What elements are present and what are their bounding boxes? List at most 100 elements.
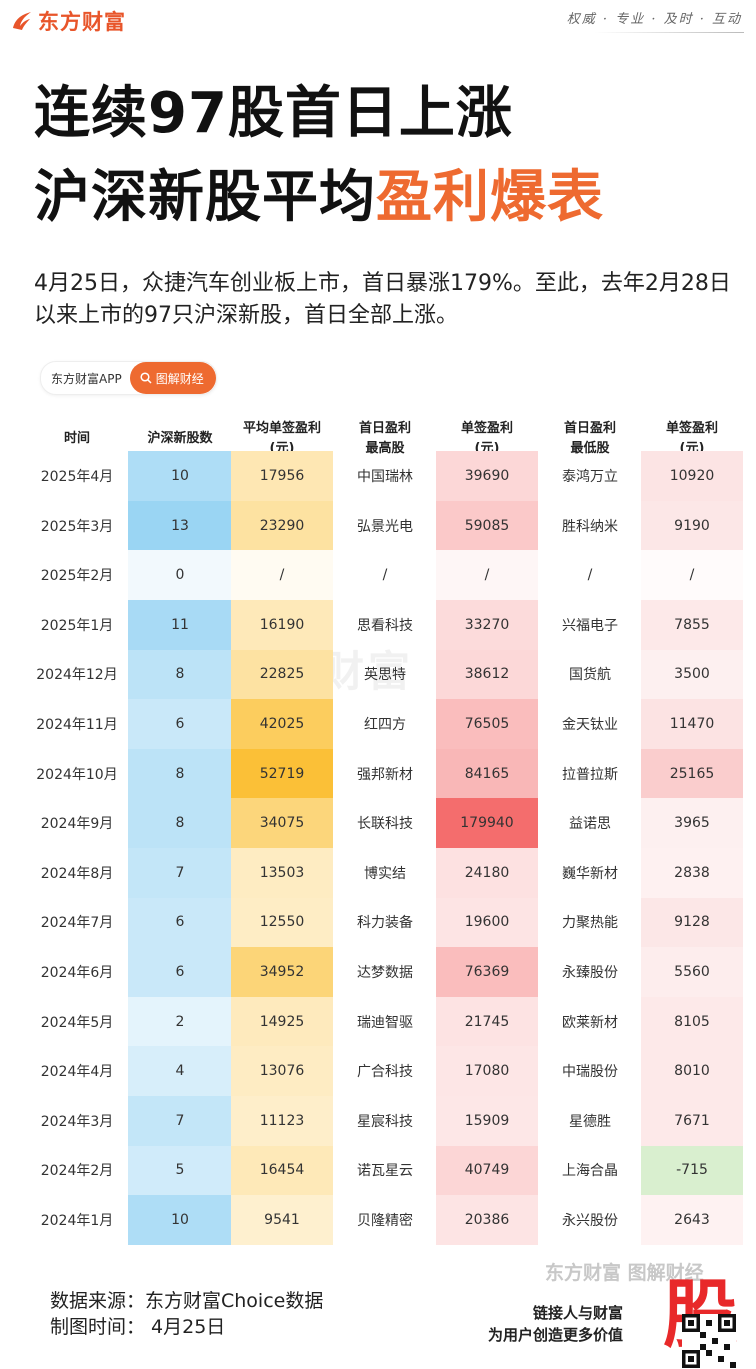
table-cell: 2024年9月 — [40, 816, 114, 833]
table-cell-bg — [641, 848, 743, 899]
table-cell: 8010 — [674, 1063, 710, 1080]
table-cell: 国货航 — [569, 667, 611, 684]
table-cell: 12550 — [259, 914, 305, 931]
table-cell: 13076 — [259, 1063, 305, 1080]
table-cell: 2024年10月 — [36, 766, 118, 783]
table-cell: 上海合晶 — [562, 1163, 618, 1180]
table-cell-bg — [436, 1046, 538, 1097]
table-cell-bg — [231, 748, 333, 799]
table-cell-bg — [641, 897, 743, 948]
table-cell: 19600 — [464, 914, 510, 931]
table-cell: 2024年12月 — [36, 667, 118, 684]
table-cell: 2024年8月 — [40, 865, 114, 882]
table-cell: 13503 — [259, 864, 305, 881]
table-cell: 11 — [171, 616, 189, 633]
table-cell: 2025年1月 — [40, 617, 114, 634]
slogan-divider — [594, 32, 744, 33]
table-cell-bg — [128, 649, 232, 700]
table-cell-bg — [436, 550, 538, 601]
table-cell: 5 — [175, 1162, 185, 1179]
table-cell-bg — [128, 699, 232, 750]
table-cell: 8 — [175, 815, 185, 832]
table-cell-bg — [128, 500, 232, 551]
table-cell-bg — [231, 1145, 333, 1196]
table-cell-bg — [436, 649, 538, 700]
table-cell: 3500 — [674, 666, 710, 683]
table-cell: 10 — [171, 1212, 189, 1228]
brand-logo[interactable]: 东方财富 — [10, 6, 126, 36]
table-cell-bg — [641, 600, 743, 651]
table-cell: 7671 — [674, 1112, 710, 1129]
table-cell: 中瑞股份 — [562, 1064, 618, 1081]
table-cell-bg — [436, 947, 538, 998]
table-cell-bg — [436, 996, 538, 1047]
table-cell-bg — [128, 550, 232, 601]
table-cell-bg — [128, 947, 232, 998]
table-cell: 6 — [175, 716, 185, 732]
table-cell-bg — [128, 748, 232, 799]
table-cell: 22825 — [259, 666, 305, 683]
data-source-block: 数据来源：东方财富Choice数据 制图时间： 4月25日 — [50, 1288, 323, 1340]
table-cell: 9128 — [674, 914, 710, 931]
table-cell: 3965 — [674, 815, 710, 832]
table-cell-bg — [436, 1096, 538, 1147]
table-cell-bg — [436, 500, 538, 551]
table-cell: 0 — [175, 567, 185, 584]
table-cell: 42025 — [259, 716, 305, 732]
table-cell-bg — [128, 848, 232, 899]
table-cell-bg — [641, 500, 743, 551]
table-cell: 16190 — [259, 616, 305, 633]
table-cell: / — [382, 567, 388, 584]
table-cell: 拉普拉斯 — [562, 766, 618, 783]
table-cell-bg — [641, 996, 743, 1047]
graphic-finance-button[interactable]: 图解财经 — [129, 362, 216, 394]
table-cell-bg — [436, 1145, 538, 1196]
table-cell: 7 — [175, 1112, 185, 1129]
table-cell: 8105 — [674, 1013, 710, 1030]
table-cell: 红四方 — [364, 717, 406, 733]
table-cell: 思看科技 — [357, 617, 413, 634]
table-cell: 59085 — [464, 517, 510, 534]
table-cell-bg — [128, 1046, 232, 1097]
table-cell: 17080 — [464, 1063, 510, 1080]
table-cell-bg — [436, 848, 538, 899]
column-header: 时间 — [63, 431, 91, 446]
data-source: 数据来源：东方财富Choice数据 — [50, 1290, 324, 1312]
column-header: 首日盈利 最低股 — [563, 421, 617, 456]
table-cell: 广合科技 — [357, 1064, 413, 1081]
table-cell: 弘景光电 — [357, 518, 413, 535]
table-cell: 21745 — [464, 1013, 510, 1030]
table-cell: 2024年6月 — [40, 965, 114, 981]
table-cell-bg — [231, 1096, 333, 1147]
table-cell-bg — [641, 699, 743, 750]
table-cell: 14925 — [259, 1013, 305, 1030]
table-cell: 13 — [171, 517, 189, 534]
table-cell-bg — [128, 798, 232, 849]
table-cell-bg — [436, 748, 538, 799]
footer-watermark: 东方财富 图解财经 — [545, 1262, 704, 1284]
table-cell: 34075 — [259, 815, 305, 832]
table-cell-bg — [641, 649, 743, 700]
table-cell-bg — [436, 1195, 538, 1246]
table-cell-bg — [128, 451, 232, 502]
intro-paragraph: 4月25日，众捷汽车创业板上市，首日暴涨179%。至此，去年2月28日以来上市的… — [34, 271, 731, 328]
table-cell-bg — [231, 996, 333, 1047]
table-cell-bg — [231, 550, 333, 601]
table-cell: 星宸科技 — [357, 1113, 413, 1130]
table-cell: 20386 — [464, 1212, 510, 1228]
table-cell: 2025年3月 — [40, 518, 114, 535]
table-cell-bg — [436, 600, 538, 651]
table-cell-bg — [436, 699, 538, 750]
table-cell: 25165 — [669, 765, 715, 782]
graphic-finance-label: 图解财经 — [155, 371, 204, 386]
table-cell: 泰鸿万立 — [562, 469, 618, 485]
table-cell: 兴福电子 — [562, 617, 618, 634]
table-cell: 2024年2月 — [40, 1163, 114, 1180]
table-cell: 科力装备 — [357, 915, 413, 932]
table-cell: 15909 — [464, 1112, 510, 1129]
column-header: 沪深新股数 — [147, 431, 213, 446]
footer-slogan-line1: 链接人与财富 — [533, 1304, 624, 1322]
table-cell: 永兴股份 — [562, 1213, 618, 1229]
table-cell: 40749 — [464, 1162, 510, 1179]
qr-code-icon[interactable] — [682, 1314, 736, 1368]
